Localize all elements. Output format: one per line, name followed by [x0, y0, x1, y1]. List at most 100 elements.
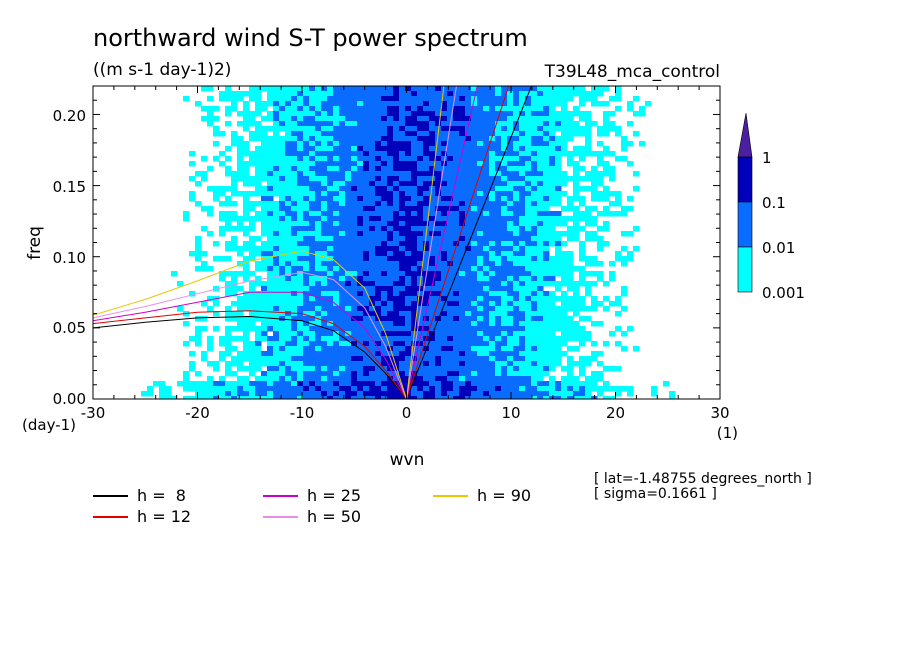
power-cell — [525, 186, 532, 192]
power-cell — [543, 86, 550, 92]
power-cell — [573, 206, 580, 212]
power-cell — [579, 196, 586, 202]
power-cell — [465, 111, 472, 117]
power-cell — [279, 161, 286, 167]
power-cell — [501, 306, 508, 312]
power-cell — [273, 386, 280, 392]
power-cell — [501, 211, 508, 217]
power-cell — [369, 96, 376, 102]
power-cell — [453, 211, 460, 217]
power-cell — [489, 356, 496, 362]
power-cell — [417, 371, 424, 377]
power-cell — [405, 226, 412, 232]
power-cell — [513, 261, 520, 267]
power-cell — [351, 366, 358, 372]
power-cell — [393, 86, 400, 92]
power-cell — [345, 231, 352, 237]
power-cell — [309, 256, 316, 262]
power-cell — [405, 261, 412, 267]
power-cell — [345, 136, 352, 142]
power-cell — [543, 276, 550, 282]
power-cell — [525, 196, 532, 202]
power-cell — [459, 291, 466, 297]
power-cell — [453, 326, 460, 332]
power-cell — [513, 336, 520, 342]
power-cell — [447, 371, 454, 377]
power-cell — [519, 276, 526, 282]
power-cell — [285, 281, 292, 287]
power-cell — [363, 316, 370, 322]
power-cell — [495, 136, 502, 142]
power-cell — [525, 266, 532, 272]
power-cell — [591, 181, 598, 187]
power-cell — [303, 296, 310, 302]
power-cell — [231, 291, 238, 297]
power-cell — [507, 306, 514, 312]
power-cell — [411, 326, 418, 332]
power-cell — [543, 296, 550, 302]
power-cell — [237, 376, 244, 382]
power-cell — [387, 221, 394, 227]
power-cell — [555, 271, 562, 277]
power-cell — [315, 261, 322, 267]
power-cell — [255, 201, 262, 207]
power-cell — [225, 361, 232, 367]
power-cell — [261, 326, 268, 332]
power-cell — [453, 321, 460, 327]
power-cell — [237, 286, 244, 292]
power-cell — [459, 181, 466, 187]
power-cell — [591, 271, 598, 277]
power-cell — [471, 316, 478, 322]
power-cell — [273, 101, 280, 107]
power-cell — [273, 121, 280, 127]
power-cell — [255, 261, 262, 267]
power-cell — [387, 176, 394, 182]
power-cell — [543, 186, 550, 192]
power-cell — [495, 196, 502, 202]
power-cell — [279, 236, 286, 242]
power-cell — [501, 206, 508, 212]
power-cell — [519, 146, 526, 152]
power-cell — [315, 111, 322, 117]
power-cell — [621, 206, 628, 212]
power-cell — [519, 346, 526, 352]
power-cell — [357, 151, 364, 157]
power-cell — [495, 236, 502, 242]
power-cell — [579, 201, 586, 207]
power-cell — [375, 281, 382, 287]
power-cell — [405, 126, 412, 132]
power-cell — [513, 171, 520, 177]
power-cell — [339, 316, 346, 322]
power-cell — [303, 261, 310, 267]
power-cell — [477, 301, 484, 307]
power-cell — [495, 251, 502, 257]
power-cell — [555, 336, 562, 342]
power-cell — [591, 381, 598, 387]
power-cell — [597, 101, 604, 107]
power-cell — [279, 386, 286, 392]
power-cell — [453, 261, 460, 267]
power-cell — [585, 176, 592, 182]
power-cell — [501, 241, 508, 247]
power-cell — [165, 396, 172, 399]
power-cell — [453, 391, 460, 397]
power-cell — [543, 336, 550, 342]
power-cell — [507, 246, 514, 252]
power-cell — [531, 86, 538, 92]
power-cell — [477, 86, 484, 92]
power-cell — [489, 251, 496, 257]
power-cell — [201, 251, 208, 257]
power-cell — [459, 206, 466, 212]
power-cell — [447, 256, 454, 262]
power-cell — [357, 136, 364, 142]
power-cell — [411, 266, 418, 272]
power-cell — [519, 336, 526, 342]
power-cell — [297, 346, 304, 352]
power-cell — [249, 321, 256, 327]
power-cell — [465, 181, 472, 187]
power-cell — [555, 201, 562, 207]
power-cell — [423, 186, 430, 192]
power-cell — [321, 261, 328, 267]
power-cell — [243, 301, 250, 307]
power-cell — [597, 91, 604, 97]
